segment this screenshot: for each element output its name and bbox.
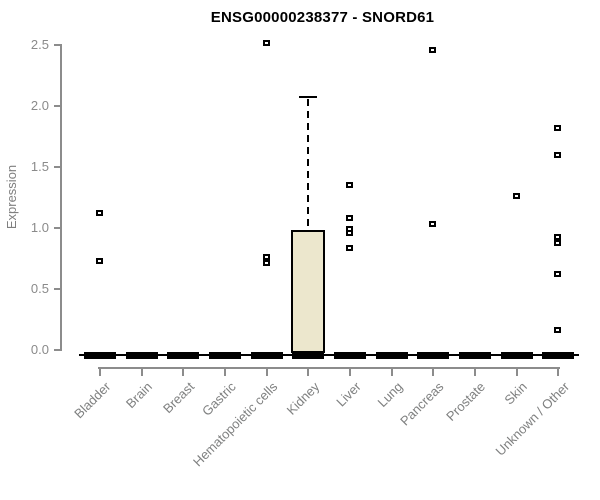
x-tick-label: Skin (501, 379, 531, 408)
y-tick-label: 0.0 (30, 342, 49, 357)
outlier-point (345, 226, 353, 233)
y-tick-label: 2.0 (30, 98, 49, 113)
outlier-point (554, 239, 562, 246)
y-tick-label: 2.5 (30, 37, 49, 52)
x-tick (557, 368, 560, 376)
outlier-point (345, 215, 353, 222)
outlier-point (554, 327, 562, 334)
outlier-point (262, 254, 270, 261)
outlier-point (554, 124, 562, 131)
x-tick (99, 368, 101, 376)
boxplot-box (291, 230, 326, 353)
x-tick (223, 368, 226, 376)
y-tick-label: 1.5 (30, 159, 49, 174)
x-tick (265, 368, 268, 376)
y-tick (54, 166, 61, 168)
median-bar (125, 352, 158, 359)
whisker-line (307, 99, 310, 231)
median-bar (167, 352, 200, 359)
y-tick (54, 105, 61, 107)
y-tick (54, 44, 61, 46)
y-tick (54, 349, 61, 351)
y-tick-label: 0.5 (30, 281, 49, 296)
median-bar (500, 352, 533, 359)
x-tick-label: Kidney (283, 379, 322, 418)
outlier-point (554, 151, 562, 158)
outlier-point (345, 182, 353, 189)
median-bar (84, 352, 116, 359)
x-tick-label: Unknown / Other (492, 379, 572, 459)
x-tick (140, 368, 143, 376)
x-tick-label: Liver (332, 379, 364, 410)
outlier-point (345, 229, 353, 236)
outlier-point (512, 193, 520, 200)
outlier-point (345, 244, 353, 251)
y-tick (54, 288, 61, 290)
x-axis-line (98, 367, 560, 369)
x-tick-label: Prostate (443, 379, 489, 424)
outlier-point (554, 271, 562, 278)
x-tick-label: Breast (159, 379, 197, 417)
y-tick-label: 1.0 (30, 220, 49, 235)
y-tick (54, 227, 61, 229)
median-bar (208, 352, 241, 359)
x-tick (473, 368, 476, 376)
x-tick (182, 368, 185, 376)
x-tick-label: Lung (374, 379, 406, 411)
median-bar (333, 352, 366, 359)
outlier-point (554, 233, 562, 240)
outlier-point (429, 46, 437, 53)
median-bar (542, 352, 575, 359)
outlier-point (429, 221, 437, 228)
x-tick-label: Gastric (198, 379, 239, 419)
median-bar (292, 352, 325, 359)
outlier-point (262, 39, 270, 46)
outlier-point (96, 210, 103, 217)
x-tick (348, 368, 351, 376)
whisker-cap (299, 96, 318, 99)
median-bar (458, 352, 491, 359)
median-bar (375, 352, 408, 359)
y-axis-label: Expression (4, 164, 19, 230)
x-tick-label: Brain (123, 379, 156, 412)
outlier-point (96, 257, 103, 264)
y-axis-line (60, 44, 62, 351)
x-tick (390, 368, 393, 376)
x-tick-label: Bladder (71, 379, 114, 422)
median-bar (250, 352, 283, 359)
x-tick (307, 368, 310, 376)
median-bar (417, 352, 450, 359)
x-tick (432, 368, 435, 376)
x-tick (515, 368, 518, 376)
chart-title: ENSG00000238377 - SNORD61 (210, 9, 435, 26)
outlier-point (262, 260, 270, 267)
x-tick-label: Pancreas (397, 379, 447, 429)
